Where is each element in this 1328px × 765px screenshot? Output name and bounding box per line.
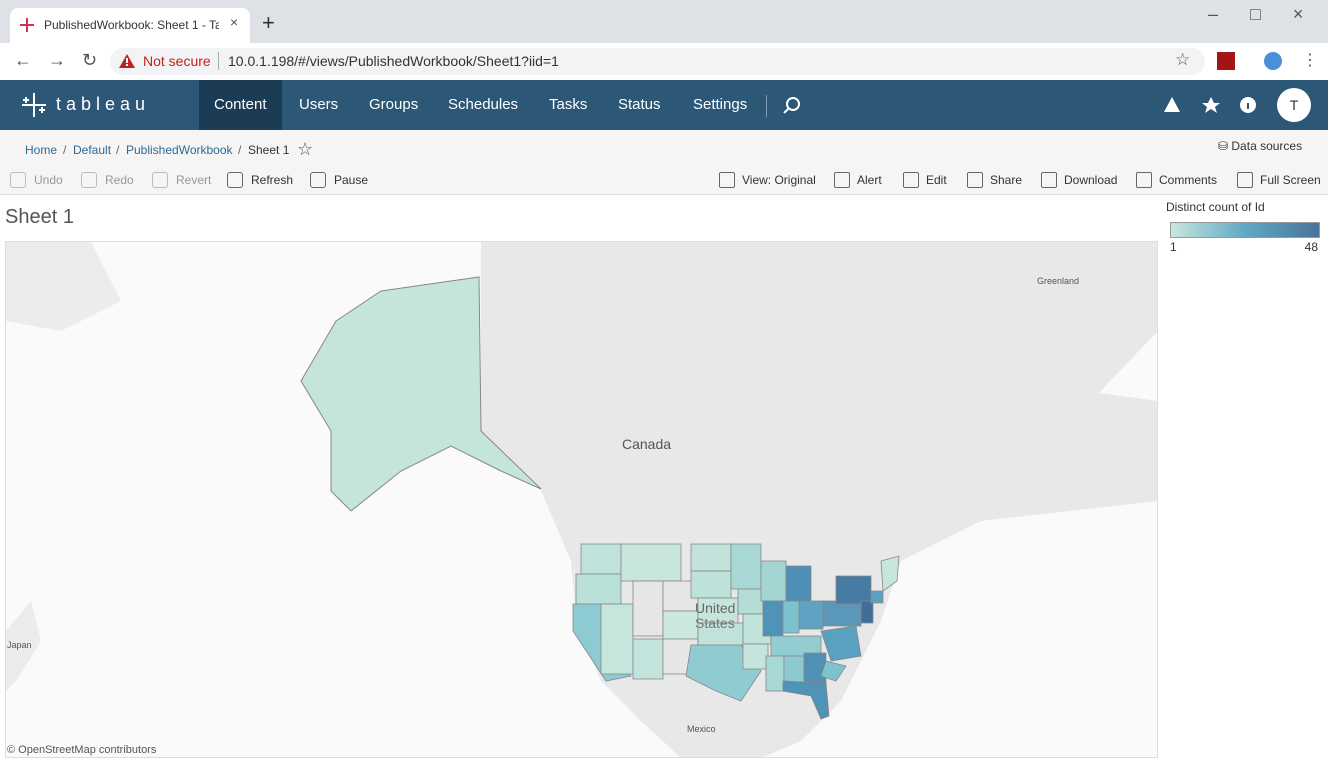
- toolbar-button[interactable]: Edit: [926, 173, 947, 187]
- search-icon[interactable]: [783, 96, 801, 114]
- toolbar-icon: [834, 172, 850, 188]
- nav-item[interactable]: Tasks: [549, 96, 588, 113]
- toolbar-button[interactable]: View: Original: [742, 173, 816, 187]
- breadcrumb[interactable]: Default: [73, 143, 112, 157]
- separator: /: [116, 143, 120, 157]
- toolbar-button: Revert: [176, 173, 212, 187]
- bookmark-star[interactable]: ☆: [1175, 50, 1191, 69]
- divider: [766, 95, 767, 117]
- land: [6, 601, 41, 691]
- nav-item[interactable]: Settings: [693, 96, 748, 113]
- toolbar-icon: [1041, 172, 1057, 188]
- attribution: © OpenStreetMap contributors: [7, 744, 157, 756]
- toolbar-icon: [81, 172, 97, 188]
- data-sources-label[interactable]: Data sources: [1231, 139, 1303, 153]
- toolbar-button: Undo: [34, 173, 63, 187]
- toolbar-icon: [1237, 172, 1253, 188]
- breadcrumb[interactable]: Home: [25, 143, 58, 157]
- land: [901, 242, 1157, 421]
- toolbar-icon: [1136, 172, 1152, 188]
- map-label: States: [695, 615, 735, 631]
- toolbar-button[interactable]: Share: [990, 173, 1023, 187]
- breadcrumb: Sheet 1: [248, 143, 290, 157]
- toolbar-icon: [152, 172, 168, 188]
- toolbar-icon: [310, 172, 326, 188]
- tableau-logo: [22, 93, 46, 117]
- nav-buttons[interactable]: ←→↻: [14, 50, 114, 70]
- nav-item[interactable]: Status: [618, 96, 661, 113]
- new-tab[interactable]: +: [262, 10, 275, 35]
- land: [6, 242, 121, 331]
- avatar[interactable]: T: [1277, 88, 1311, 122]
- tab-icon: [20, 18, 34, 32]
- toolbar-icon: [719, 172, 735, 188]
- toolbar-icon: [10, 172, 26, 188]
- toolbar-button[interactable]: Full Screen: [1260, 173, 1321, 187]
- toolbar-button[interactable]: Comments: [1159, 173, 1218, 187]
- brand: tableau: [56, 94, 151, 114]
- sheet-title: Sheet 1: [5, 206, 74, 228]
- us-states: [572, 543, 900, 720]
- nav-item[interactable]: Content: [199, 80, 282, 130]
- map-label: Mexico: [687, 724, 716, 734]
- nav-icons[interactable]: [1163, 96, 1273, 114]
- separator: /: [63, 143, 67, 157]
- tab-title: PublishedWorkbook: Sheet 1 - Ta: [44, 18, 219, 32]
- nav-item[interactable]: Users: [299, 96, 339, 113]
- nav-item[interactable]: Schedules: [448, 96, 519, 113]
- tab-close[interactable]: ×: [230, 14, 239, 30]
- legend-max: 48: [1304, 240, 1318, 254]
- divider: [218, 52, 219, 70]
- legend-title: Distinct count of Id: [1166, 200, 1265, 214]
- sub-header: [0, 130, 1328, 195]
- map-label: Greenland: [1037, 276, 1080, 286]
- data-sources[interactable]: ⛁ Data sources: [1218, 139, 1303, 153]
- warning-icon: [119, 54, 135, 68]
- map-label: Canada: [622, 436, 672, 452]
- toolbar-button[interactable]: Alert: [857, 173, 882, 187]
- separator: /: [238, 143, 242, 157]
- legend-gradient: [1170, 222, 1320, 238]
- security-label: Not secure: [143, 53, 211, 69]
- browser-tab[interactable]: [10, 8, 250, 43]
- favorite[interactable]: ☆: [297, 139, 314, 159]
- breadcrumb[interactable]: PublishedWorkbook: [126, 143, 233, 157]
- window-controls[interactable]: –□×: [1208, 4, 1328, 24]
- toolbar-button: Redo: [105, 173, 134, 187]
- alaska: [300, 276, 542, 512]
- map-label: United: [695, 600, 736, 616]
- url: 10.0.1.198/#/views/PublishedWorkbook/She…: [228, 53, 559, 69]
- toolbar-button[interactable]: Refresh: [251, 173, 294, 187]
- toolbar-button[interactable]: Download: [1064, 173, 1118, 187]
- map-label: Japan: [7, 640, 32, 650]
- map[interactable]: [5, 241, 1158, 758]
- omnibox[interactable]: [110, 48, 1205, 75]
- pdf-extension[interactable]: [1217, 52, 1235, 70]
- profile[interactable]: [1264, 52, 1282, 70]
- toolbar-icon: [227, 172, 243, 188]
- toolbar-icon: [967, 172, 983, 188]
- toolbar-button[interactable]: Pause: [334, 173, 369, 187]
- nav-item[interactable]: Groups: [369, 96, 419, 113]
- legend-min: 1: [1170, 240, 1177, 254]
- menu[interactable]: ⋮: [1302, 52, 1318, 69]
- toolbar-icon: [903, 172, 919, 188]
